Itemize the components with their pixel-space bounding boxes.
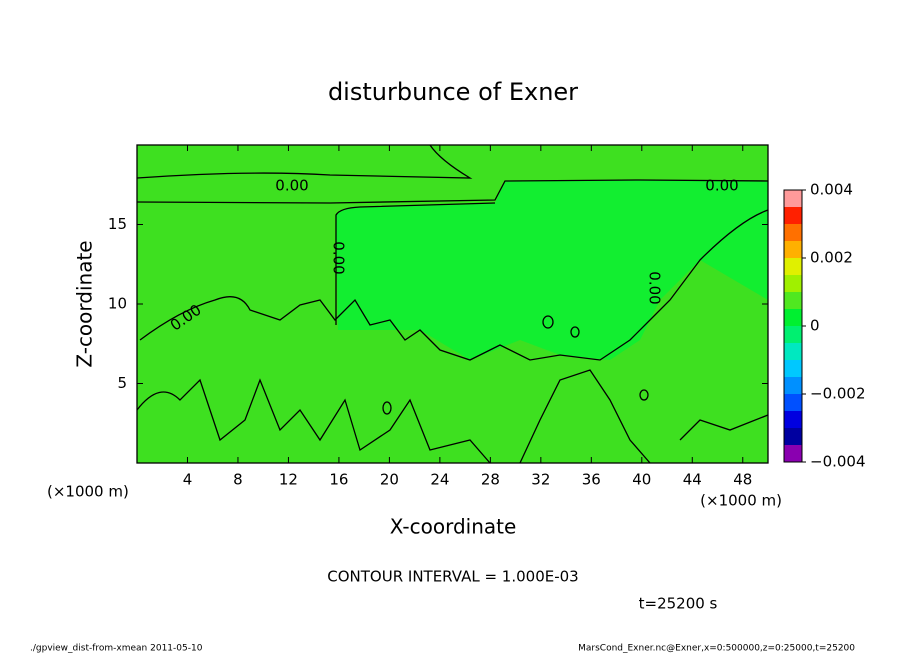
footer-right: MarsCond_Exner.nc@Exner,x=0:500000,z=0:2… — [578, 644, 855, 654]
x-tick-label: 36 — [582, 471, 601, 489]
x-tick-label: 8 — [233, 471, 243, 489]
colorbar-box — [784, 241, 802, 258]
colorbar-tick-label: 0.004 — [810, 181, 853, 199]
footer-left: ./gpview_dist-from-xmean 2011-05-10 — [30, 644, 203, 654]
contour-line — [382, 401, 392, 415]
contour-line — [542, 315, 554, 329]
x-tick-label: 4 — [183, 471, 193, 489]
x-tick-label: 16 — [329, 471, 348, 489]
x-tick-label: 32 — [531, 471, 550, 489]
contour-line — [639, 389, 649, 401]
contour-line — [136, 179, 769, 204]
y-axis-label: Z-coordinate — [73, 240, 97, 367]
colorbar-box — [784, 360, 802, 377]
time-label: t=25200 s — [639, 595, 718, 613]
contour-interval: CONTOUR INTERVAL = 1.000E-03 — [327, 568, 578, 586]
colorbar-tick-label: −0.002 — [810, 385, 866, 403]
x-tick-label: 20 — [380, 471, 399, 489]
colorbar-box — [784, 292, 802, 309]
colorbar-tick-label: 0.002 — [810, 249, 853, 267]
x-tick-label: 12 — [279, 471, 298, 489]
colorbar-box — [784, 275, 802, 292]
colorbar-box — [784, 411, 802, 428]
colorbar-tick-label: −0.004 — [810, 453, 866, 471]
contour-label: 0.00 — [275, 177, 308, 195]
colorbar-box — [784, 394, 802, 411]
colorbar-box — [784, 258, 802, 275]
colorbar-box — [784, 190, 802, 207]
colorbar-box — [784, 377, 802, 394]
contour-line — [136, 369, 769, 464]
contour-line — [136, 144, 473, 179]
colorbar-box — [784, 309, 802, 326]
x-tick-label: 40 — [632, 471, 651, 489]
chart-title: disturbunce of Exner — [328, 78, 578, 106]
colorbar-box — [784, 224, 802, 241]
colorbar-box — [784, 343, 802, 360]
y-tick-label: 10 — [108, 295, 127, 313]
colorbar-box — [784, 207, 802, 224]
contour-label: 0.00 — [646, 271, 664, 304]
x-tick-label: 48 — [733, 471, 752, 489]
y-tick-label: 5 — [117, 374, 127, 392]
contour-label: 0.00 — [705, 177, 738, 195]
x-tick-label: 28 — [481, 471, 500, 489]
y-tick-label: 15 — [108, 215, 127, 233]
colorbar-tick-label: 0 — [810, 317, 820, 335]
colorbar-box — [784, 326, 802, 343]
contour-label: 0.00 — [330, 241, 348, 274]
x-tick-label: 44 — [683, 471, 702, 489]
contour-line — [335, 202, 496, 325]
contour-region — [336, 180, 768, 360]
contour-line — [139, 209, 769, 361]
x-tick-label: 24 — [430, 471, 449, 489]
x-unit-label: (×1000 m) — [700, 492, 782, 510]
x-axis-label: X-coordinate — [390, 515, 517, 539]
colorbar-box — [784, 428, 802, 445]
contour-line — [570, 326, 580, 338]
colorbar-box — [784, 445, 802, 462]
x-unit-label: (×1000 m) — [47, 483, 129, 501]
